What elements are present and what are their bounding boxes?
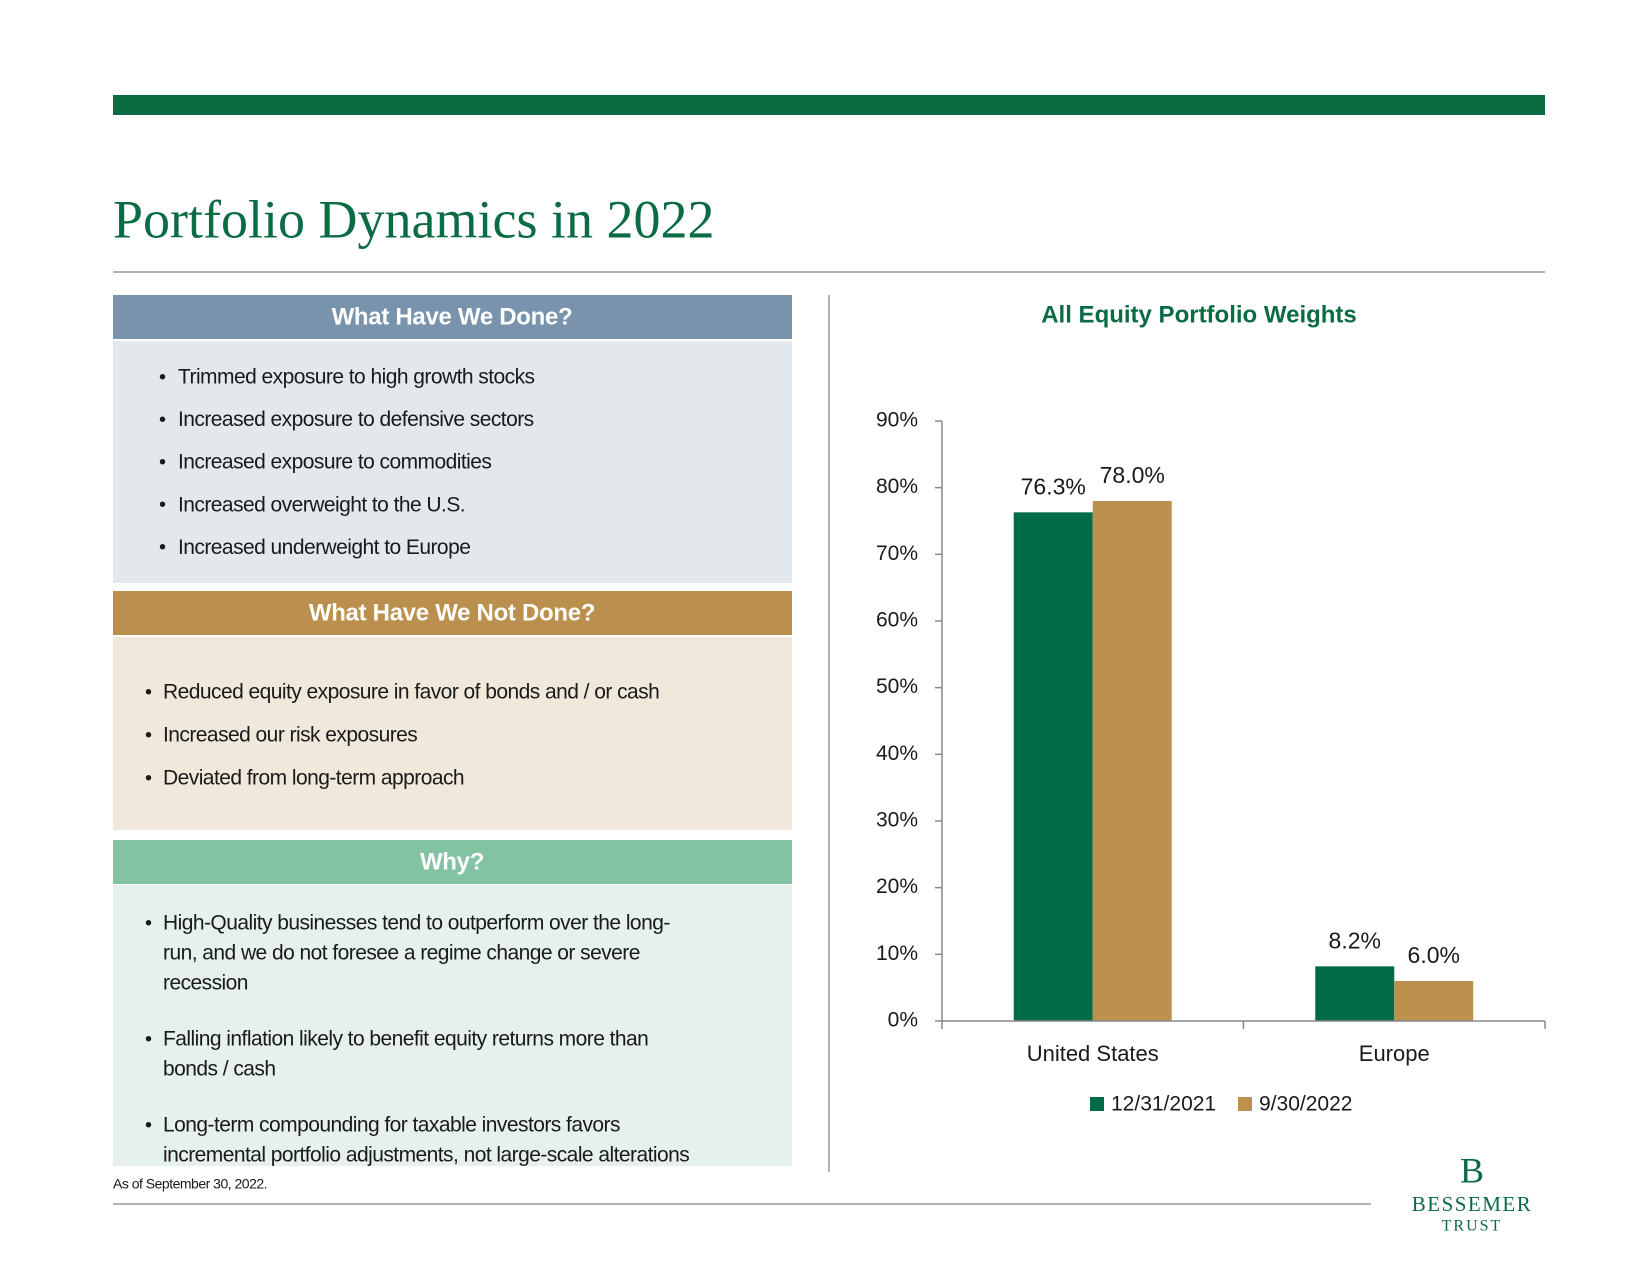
- bar: [1092, 501, 1172, 1021]
- y-tick-label: 90%: [876, 409, 918, 432]
- panel-heading: Why?: [420, 848, 484, 875]
- logo-mark: B: [1460, 1150, 1484, 1190]
- bullet-text: run, and we do not foresee a regime chan…: [163, 942, 640, 965]
- x-tick-label: United States: [1027, 1041, 1159, 1066]
- y-tick-label: 30%: [876, 809, 918, 832]
- legend-label: 9/30/2022: [1259, 1093, 1352, 1116]
- panel-header: [113, 840, 792, 884]
- bullet: •: [145, 912, 152, 934]
- panel-header: [113, 295, 792, 339]
- top-band: [113, 95, 1545, 115]
- bullet: •: [159, 409, 166, 431]
- legend-label: 12/31/2021: [1111, 1093, 1216, 1116]
- bullet-text: Deviated from long-term approach: [163, 767, 464, 790]
- bullet: •: [145, 724, 152, 746]
- bullet-text: Reduced equity exposure in favor of bond…: [163, 681, 659, 704]
- bullet-text: incremental portfolio adjustments, not l…: [163, 1144, 689, 1167]
- chart-title: All Equity Portfolio Weights: [1041, 301, 1357, 328]
- legend-swatch: [1090, 1097, 1104, 1111]
- panel-body: [113, 637, 792, 830]
- bullet: •: [145, 1028, 152, 1050]
- panel-heading: What Have We Done?: [332, 303, 573, 330]
- y-tick-label: 10%: [876, 942, 918, 965]
- value-label: 6.0%: [1408, 942, 1460, 968]
- bullet: •: [159, 366, 166, 388]
- value-label: 8.2%: [1329, 927, 1381, 953]
- bullet-text: Trimmed exposure to high growth stocks: [178, 366, 535, 389]
- bullet-text: Increased overweight to the U.S.: [178, 493, 465, 516]
- y-tick-label: 50%: [876, 675, 918, 698]
- x-tick-label: Europe: [1359, 1041, 1430, 1066]
- panel-body: [113, 341, 792, 583]
- bullet-text: bonds / cash: [163, 1058, 275, 1081]
- y-tick-label: 20%: [876, 875, 918, 898]
- bullet-text: Falling inflation likely to benefit equi…: [163, 1028, 648, 1051]
- footnote: As of September 30, 2022.: [113, 1176, 267, 1192]
- logo-name: BESSEMER: [1412, 1192, 1533, 1216]
- y-tick-label: 40%: [876, 742, 918, 765]
- bullet-text: Increased underweight to Europe: [178, 536, 470, 559]
- value-label: 76.3%: [1021, 473, 1086, 499]
- legend-swatch: [1238, 1097, 1252, 1111]
- bullet-text: High-Quality businesses tend to outperfo…: [163, 912, 670, 935]
- value-label: 78.0%: [1100, 462, 1165, 488]
- bullet-text: Increased our risk exposures: [163, 724, 417, 747]
- bullet-text: Increased exposure to defensive sectors: [178, 408, 534, 431]
- y-tick-label: 0%: [888, 1009, 918, 1032]
- bullet: •: [145, 681, 152, 703]
- bullet: •: [159, 451, 166, 473]
- logo-sub: TRUST: [1442, 1218, 1503, 1235]
- bar: [1315, 966, 1395, 1021]
- slide-title: Portfolio Dynamics in 2022: [113, 189, 714, 249]
- bar: [1394, 981, 1474, 1021]
- y-tick-label: 70%: [876, 542, 918, 565]
- panel-heading: What Have We Not Done?: [309, 599, 595, 626]
- bullet-text: recession: [163, 972, 248, 995]
- bullet: •: [159, 494, 166, 516]
- panel-header: [113, 591, 792, 635]
- bar: [1013, 512, 1093, 1021]
- bullet-text: Increased exposure to commodities: [178, 451, 491, 474]
- panel-body: [113, 885, 792, 1166]
- bullet: •: [145, 767, 152, 789]
- bullet-text: Long-term compounding for taxable invest…: [163, 1114, 620, 1137]
- y-tick-label: 60%: [876, 609, 918, 632]
- bullet: •: [159, 537, 166, 559]
- bullet: •: [145, 1114, 152, 1136]
- y-tick-label: 80%: [876, 475, 918, 498]
